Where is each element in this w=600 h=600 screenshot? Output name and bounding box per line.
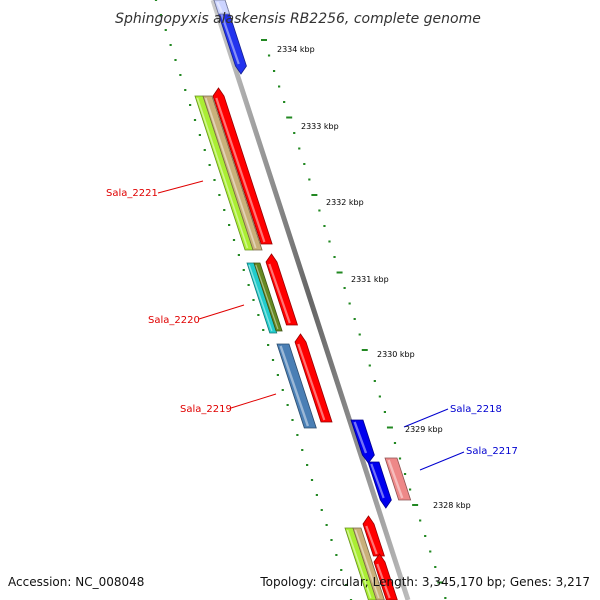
feature-salmon-2217-highlight xyxy=(387,459,404,499)
feature-red-2220-highlight xyxy=(268,263,291,324)
dotted-tracks xyxy=(154,0,447,600)
genome-title: Sphingopyxis alaskensis RB2256, complete… xyxy=(115,11,481,27)
feature-olive-2220[interactable] xyxy=(253,262,283,332)
feature-tan-bottom[interactable] xyxy=(352,527,385,600)
feature-steelblue-2219-highlight xyxy=(279,345,310,427)
connector-sala-2220 xyxy=(198,304,245,320)
feature-red-2221-highlight xyxy=(215,97,266,243)
genome-summary-text: Topology: circular; Length: 3,345,170 bp… xyxy=(259,575,590,589)
feature-blue-top[interactable] xyxy=(213,0,247,75)
feature-red-2221[interactable] xyxy=(212,87,273,245)
feature-olive-2220-highlight xyxy=(255,264,279,330)
feature-blue-2218-highlight xyxy=(353,421,368,454)
kbp-label: 2330 kbp xyxy=(377,350,415,359)
feature-tan-bottom-highlight xyxy=(354,529,380,599)
kbp-label: 2332 kbp xyxy=(326,198,364,207)
feature-red-bottom-2[interactable] xyxy=(373,553,398,600)
feature-lightblue-cap[interactable] xyxy=(213,0,231,15)
feature-lightgreen-bottom[interactable] xyxy=(344,527,377,600)
kbp-label: 2329 kbp xyxy=(405,425,443,434)
gene-label-sala-2217[interactable]: Sala_2217 xyxy=(466,446,518,457)
feature-blue-2217[interactable] xyxy=(367,461,392,509)
feature-red-2219[interactable] xyxy=(294,333,333,423)
kbp-label: 2333 kbp xyxy=(301,122,339,131)
kbp-label: 2334 kbp xyxy=(277,45,315,54)
kbp-label: 2328 kbp xyxy=(433,501,471,510)
connector-sala-2218 xyxy=(403,408,449,428)
kbp-label: 2331 kbp xyxy=(351,275,389,284)
connector-sala-2219 xyxy=(230,393,277,409)
feature-lightgreen-2221-highlight xyxy=(196,97,249,249)
feature-salmon-2217[interactable] xyxy=(384,457,412,501)
accession-text: Accession: NC_008048 xyxy=(8,575,144,589)
gene-label-sala-2220[interactable]: Sala_2220 xyxy=(148,315,200,326)
gene-label-sala-2218[interactable]: Sala_2218 xyxy=(450,404,502,415)
gene-label-sala-2219[interactable]: Sala_2219 xyxy=(180,404,232,415)
genome-backbone xyxy=(210,0,411,600)
feature-lightblue-cap-highlight xyxy=(216,1,223,13)
feature-lightgreen-bottom-highlight xyxy=(346,529,372,599)
feature-blue-2217-highlight xyxy=(370,463,385,499)
feature-red-bottom-2-highlight xyxy=(376,563,391,599)
feature-tan-2221[interactable] xyxy=(202,95,263,251)
feature-blue-2218[interactable] xyxy=(350,419,375,464)
feature-cyan-2220[interactable] xyxy=(246,262,278,334)
feature-cyan-2220-highlight xyxy=(248,264,273,332)
feature-red-2220[interactable] xyxy=(265,253,299,326)
feature-red-2219-highlight xyxy=(297,343,326,421)
label-connectors xyxy=(157,180,465,471)
feature-steelblue-2219[interactable] xyxy=(276,343,317,429)
gene-features xyxy=(194,0,412,600)
feature-red-bottom-1-highlight xyxy=(365,525,378,555)
gene-label-sala-2221[interactable]: Sala_2221 xyxy=(106,188,158,199)
connector-sala-2217 xyxy=(419,451,465,471)
connector-sala-2221 xyxy=(157,180,204,194)
feature-tan-2221-highlight xyxy=(204,97,257,249)
